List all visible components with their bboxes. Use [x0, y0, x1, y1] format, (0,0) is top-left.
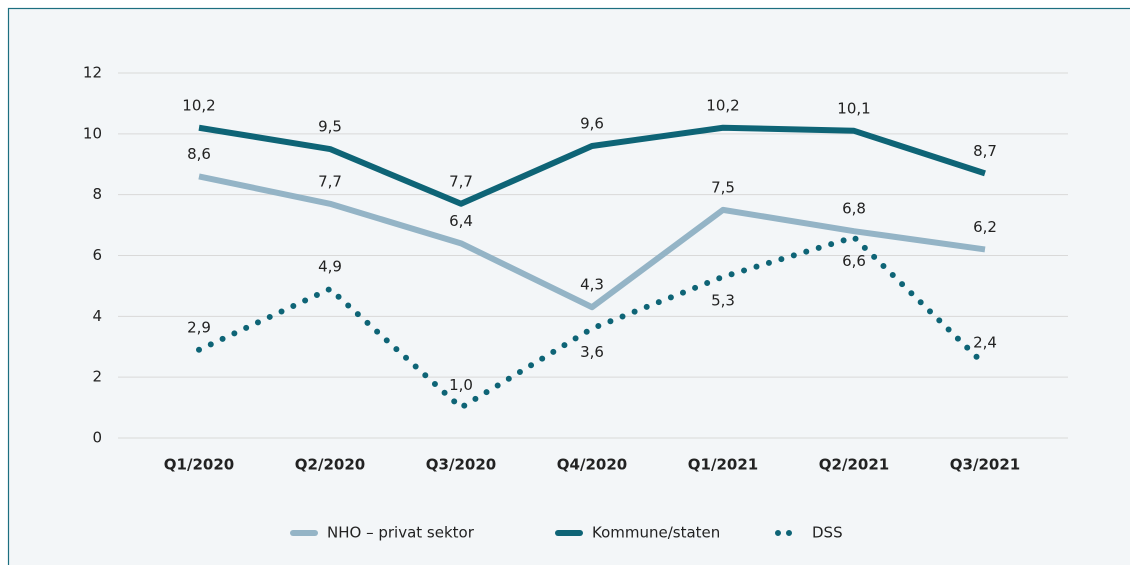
- legend-label: Kommune/staten: [592, 524, 720, 542]
- data-label: 9,6: [580, 115, 604, 133]
- y-tick-label: 12: [83, 64, 102, 82]
- data-label: 10,2: [706, 96, 739, 114]
- data-label: 2,4: [973, 334, 997, 352]
- data-label: 8,7: [973, 142, 997, 160]
- x-tick-label: Q4/2020: [557, 456, 627, 474]
- data-label: 3,6: [580, 343, 604, 361]
- data-label: 1,0: [449, 376, 473, 394]
- data-label: 7,7: [318, 172, 342, 190]
- data-label: 4,9: [318, 257, 342, 275]
- series-line: [198, 173, 986, 311]
- data-label: 7,5: [711, 178, 735, 196]
- data-label: 9,5: [318, 118, 342, 136]
- legend-label: DSS: [812, 524, 843, 542]
- data-label: 10,1: [837, 99, 870, 117]
- series-line: [198, 124, 986, 207]
- x-tick-label: Q2/2020: [295, 456, 365, 474]
- x-tick-label: Q3/2020: [426, 456, 496, 474]
- y-tick-label: 8: [92, 185, 102, 203]
- data-label: 2,9: [187, 318, 211, 336]
- y-tick-label: 4: [92, 307, 102, 325]
- data-label: 5,3: [711, 291, 735, 309]
- data-label: 10,2: [182, 96, 215, 114]
- data-label: 6,8: [842, 200, 866, 218]
- data-label: 6,2: [973, 218, 997, 236]
- x-tick-label: Q2/2021: [819, 456, 889, 474]
- y-tick-label: 10: [83, 124, 102, 142]
- legend-label: NHO – privat sektor: [327, 524, 475, 542]
- y-tick-label: 0: [92, 429, 102, 447]
- data-label: 7,7: [449, 172, 473, 190]
- y-tick-label: 6: [92, 246, 102, 264]
- x-tick-label: Q1/2020: [164, 456, 234, 474]
- series-line: [196, 233, 988, 412]
- x-tick-label: Q1/2021: [688, 456, 758, 474]
- data-label: 6,4: [449, 212, 473, 230]
- data-label: 8,6: [187, 145, 211, 163]
- x-tick-label: Q3/2021: [950, 456, 1020, 474]
- data-label: 6,6: [842, 252, 866, 270]
- frame: [7, 7, 1130, 565]
- y-tick-label: 2: [92, 368, 102, 386]
- data-label: 4,3: [580, 276, 604, 294]
